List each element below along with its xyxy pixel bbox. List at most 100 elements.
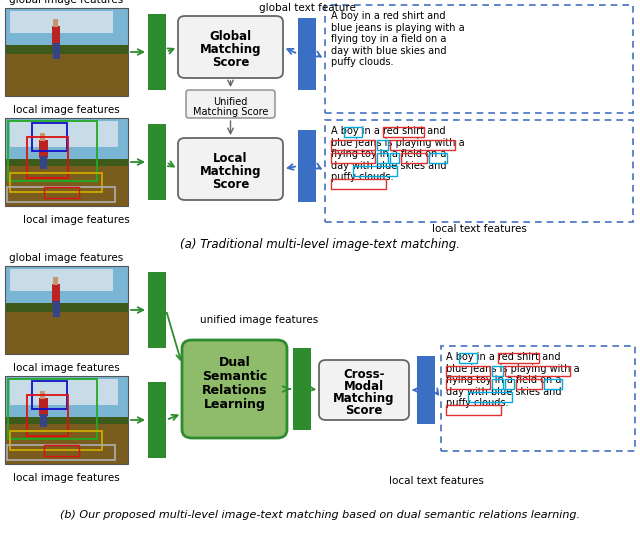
Text: Matching Score: Matching Score (193, 107, 268, 117)
Bar (40, 156, 47, 169)
Text: local image features: local image features (13, 363, 120, 373)
Bar (505, 366, 570, 376)
FancyBboxPatch shape (182, 340, 287, 438)
Bar (325, 5, 633, 113)
Bar (10, 121, 118, 147)
Bar (298, 130, 316, 202)
Bar (52, 277, 58, 285)
Text: A boy in a red shirt and
blue jeans is playing with a
flying toy in a field on a: A boy in a red shirt and blue jeans is p… (446, 352, 580, 408)
Bar (52, 26, 60, 45)
Bar (298, 18, 316, 90)
Text: Cross-: Cross- (343, 368, 385, 381)
Bar (516, 379, 542, 389)
Bar (32, 381, 67, 409)
Bar (32, 123, 67, 151)
Bar (505, 379, 514, 389)
Bar (8, 121, 97, 181)
Bar (5, 418, 128, 425)
Bar (10, 269, 113, 291)
Bar (5, 45, 128, 54)
Bar (390, 153, 399, 163)
Bar (446, 379, 490, 389)
Text: Dual: Dual (219, 356, 250, 369)
Bar (44, 445, 79, 456)
Bar (5, 48, 128, 96)
Bar (148, 14, 166, 90)
Bar (148, 382, 166, 458)
Bar (148, 124, 166, 200)
Text: Score: Score (212, 178, 249, 191)
Bar (331, 179, 386, 189)
Text: global image features: global image features (10, 253, 124, 263)
Bar (7, 445, 115, 460)
Bar (40, 133, 45, 141)
Bar (5, 266, 128, 310)
Bar (331, 153, 375, 163)
Bar (353, 166, 397, 176)
Bar (52, 301, 60, 317)
Text: global image features: global image features (10, 0, 124, 5)
Bar (5, 8, 128, 96)
Bar (5, 118, 128, 206)
Bar (293, 348, 311, 430)
Bar (459, 353, 477, 363)
FancyBboxPatch shape (178, 16, 283, 78)
Bar (446, 366, 490, 376)
Bar (40, 398, 48, 415)
Text: local image features: local image features (23, 215, 130, 225)
Bar (5, 306, 128, 354)
Bar (377, 153, 388, 163)
FancyBboxPatch shape (319, 360, 409, 420)
Bar (468, 392, 512, 402)
Bar (446, 405, 501, 415)
Bar (5, 303, 128, 312)
Bar (10, 11, 113, 33)
FancyBboxPatch shape (178, 138, 283, 200)
Bar (498, 353, 539, 363)
Text: Global: Global (209, 30, 252, 43)
Bar (40, 140, 48, 158)
Text: Matching: Matching (200, 43, 261, 56)
Bar (52, 43, 60, 59)
Text: (b) Our proposed multi-level image-text matching based on dual semantic relation: (b) Our proposed multi-level image-text … (60, 510, 580, 520)
Bar (5, 376, 128, 464)
Text: local text features: local text features (388, 476, 483, 486)
Bar (417, 356, 435, 424)
Bar (5, 266, 128, 354)
Bar (10, 173, 102, 192)
Bar (52, 19, 58, 27)
Text: local text features: local text features (431, 224, 527, 234)
Bar (5, 8, 128, 52)
Bar (377, 140, 388, 150)
Bar (52, 284, 60, 303)
Text: Learning: Learning (204, 398, 266, 411)
Bar (5, 118, 128, 166)
Text: Semantic: Semantic (202, 370, 267, 383)
Text: Local: Local (213, 152, 248, 165)
Bar (5, 159, 128, 166)
Text: Modal: Modal (344, 380, 384, 393)
Text: Matching: Matching (333, 392, 395, 405)
Text: unified image features: unified image features (200, 315, 319, 325)
Bar (44, 187, 79, 198)
Text: Matching: Matching (200, 165, 261, 178)
Bar (8, 379, 97, 439)
Text: local image features: local image features (13, 105, 120, 115)
Text: Unified: Unified (213, 97, 248, 107)
Bar (429, 153, 447, 163)
Text: A boy in a red shirt and
blue jeans is playing with a
flying toy in a field on a: A boy in a red shirt and blue jeans is p… (331, 11, 465, 68)
Bar (148, 272, 166, 348)
Text: Score: Score (212, 56, 249, 69)
Text: Relations: Relations (202, 384, 268, 397)
Text: Score: Score (346, 404, 383, 417)
FancyBboxPatch shape (186, 90, 275, 118)
Bar (390, 140, 455, 150)
Bar (383, 127, 424, 137)
Bar (441, 346, 635, 451)
Text: (a) Traditional multi-level image-text matching.: (a) Traditional multi-level image-text m… (180, 238, 460, 251)
Bar (492, 379, 503, 389)
Bar (492, 366, 503, 376)
Bar (10, 430, 102, 450)
Bar (5, 376, 128, 425)
Text: global text feature: global text feature (259, 3, 355, 13)
